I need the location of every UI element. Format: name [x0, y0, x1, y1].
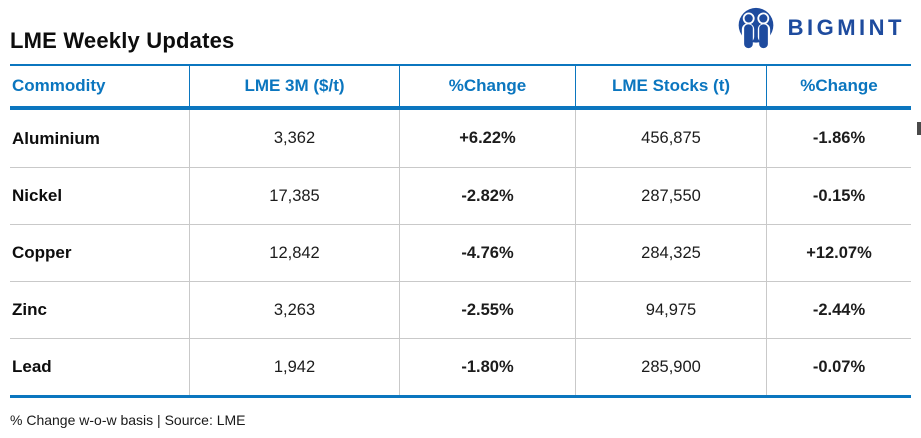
- header-stocks-change: %Change: [800, 76, 878, 95]
- stocks-change-value: -1.86%: [812, 129, 866, 147]
- lme-3m-value: 17,385: [190, 168, 400, 224]
- commodity-table: Commodity LME 3M ($/t) %Change LME Stock…: [10, 64, 911, 398]
- header-commodity: Commodity: [10, 66, 190, 106]
- table-row-zinc: Zinc 3,263 -2.55% 94,975 -2.44%: [10, 281, 911, 338]
- commodity-name: Lead: [10, 339, 190, 395]
- header-lme-3m: LME 3M ($/t): [190, 66, 400, 106]
- stocks-value: 456,875: [576, 110, 767, 167]
- page-title: LME Weekly Updates: [10, 28, 235, 53]
- stocks-value: 287,550: [576, 168, 767, 224]
- stocks-value: 285,900: [576, 339, 767, 395]
- table-header-row: Commodity LME 3M ($/t) %Change LME Stock…: [10, 66, 911, 110]
- table-body: Aluminium 3,362 +6.22% 456,875 -1.86% Ni…: [10, 110, 911, 395]
- brand-name: BIGMINT: [787, 15, 905, 40]
- commodity-name: Aluminium: [10, 110, 190, 167]
- table-row-nickel: Nickel 17,385 -2.82% 287,550 -0.15%: [10, 167, 911, 224]
- price-change-value: -1.80%: [400, 339, 576, 395]
- commodity-name: Nickel: [10, 168, 190, 224]
- lme-3m-value: 3,362: [190, 110, 400, 167]
- lme-3m-value: 3,263: [190, 282, 400, 338]
- lme-3m-value: 1,942: [190, 339, 400, 395]
- stocks-change-value: +12.07%: [806, 243, 872, 262]
- brand-logo: BIGMINT: [733, 7, 905, 49]
- stocks-value: 284,325: [576, 225, 767, 281]
- stocks-change-value: -0.15%: [812, 186, 866, 205]
- table-row-aluminium: Aluminium 3,362 +6.22% 456,875 -1.86%: [10, 110, 911, 167]
- commodity-name: Zinc: [10, 282, 190, 338]
- commodity-name: Copper: [10, 225, 190, 281]
- price-change-value: +6.22%: [400, 110, 576, 167]
- stocks-value: 94,975: [576, 282, 767, 338]
- stocks-change-value: -2.44%: [812, 300, 866, 319]
- bigmint-logo-icon: [738, 7, 773, 49]
- lme-3m-value: 12,842: [190, 225, 400, 281]
- stocks-change-value: -0.07%: [812, 357, 866, 376]
- header-price-change: %Change: [400, 66, 576, 106]
- source-note: % Change w-o-w basis | Source: LME: [10, 412, 246, 428]
- price-change-value: -4.76%: [400, 225, 576, 281]
- table-row-copper: Copper 12,842 -4.76% 284,325 +12.07%: [10, 224, 911, 281]
- header-lme-stocks: LME Stocks (t): [576, 66, 767, 106]
- price-change-value: -2.82%: [400, 168, 576, 224]
- screen-edge-artifact: [917, 122, 921, 135]
- table-row-lead: Lead 1,942 -1.80% 285,900 -0.07%: [10, 338, 911, 395]
- price-change-value: -2.55%: [400, 282, 576, 338]
